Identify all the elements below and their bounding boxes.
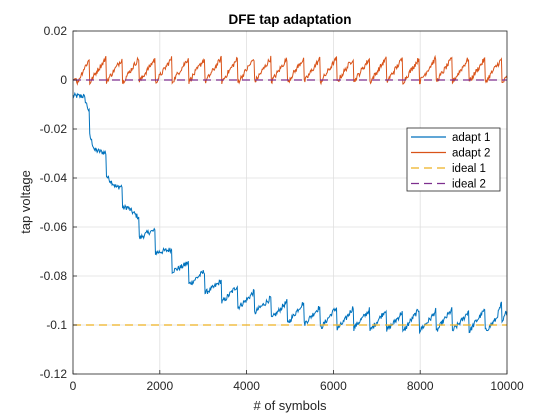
y-tick-label: 0 (60, 73, 67, 87)
y-tick-label: -0.1 (46, 318, 67, 332)
x-tick-label: 10000 (490, 379, 524, 393)
plot-area (73, 31, 507, 374)
y-tick-label: -0.04 (40, 171, 68, 185)
legend: adapt 1 adapt 2 ideal 1 ideal 2 (406, 127, 501, 192)
y-axis-label: tap voltage (18, 170, 33, 234)
x-tick-label: 0 (70, 379, 77, 393)
x-tick-label: 4000 (233, 379, 260, 393)
y-tick-label: -0.02 (40, 122, 68, 136)
x-tick-label: 6000 (320, 379, 347, 393)
legend-label: adapt 2 (452, 148, 490, 160)
legend-label: ideal 2 (452, 179, 486, 191)
legend-label: ideal 1 (452, 163, 486, 175)
x-tick-label: 8000 (407, 379, 434, 393)
legend-label: adapt 1 (452, 132, 490, 144)
series-line-1 (72, 91, 508, 335)
x-tick-label: 2000 (146, 379, 173, 393)
y-tick-label: -0.06 (40, 220, 68, 234)
y-tick-label: 0.02 (44, 24, 68, 38)
series-lines (72, 54, 508, 335)
plot-frame (72, 30, 508, 375)
x-axis-label: # of symbols (254, 398, 327, 413)
legend-box (406, 127, 501, 192)
y-tick-label: -0.12 (40, 367, 68, 381)
y-tick-label: -0.08 (40, 269, 68, 283)
series-line-2 (72, 54, 508, 86)
chart-title: DFE tap adaptation (228, 12, 351, 27)
axis-ticks: 0 2000 4000 6000 8000 10000 0.02 0 -0.02 -0.04 -0.… (40, 24, 524, 393)
